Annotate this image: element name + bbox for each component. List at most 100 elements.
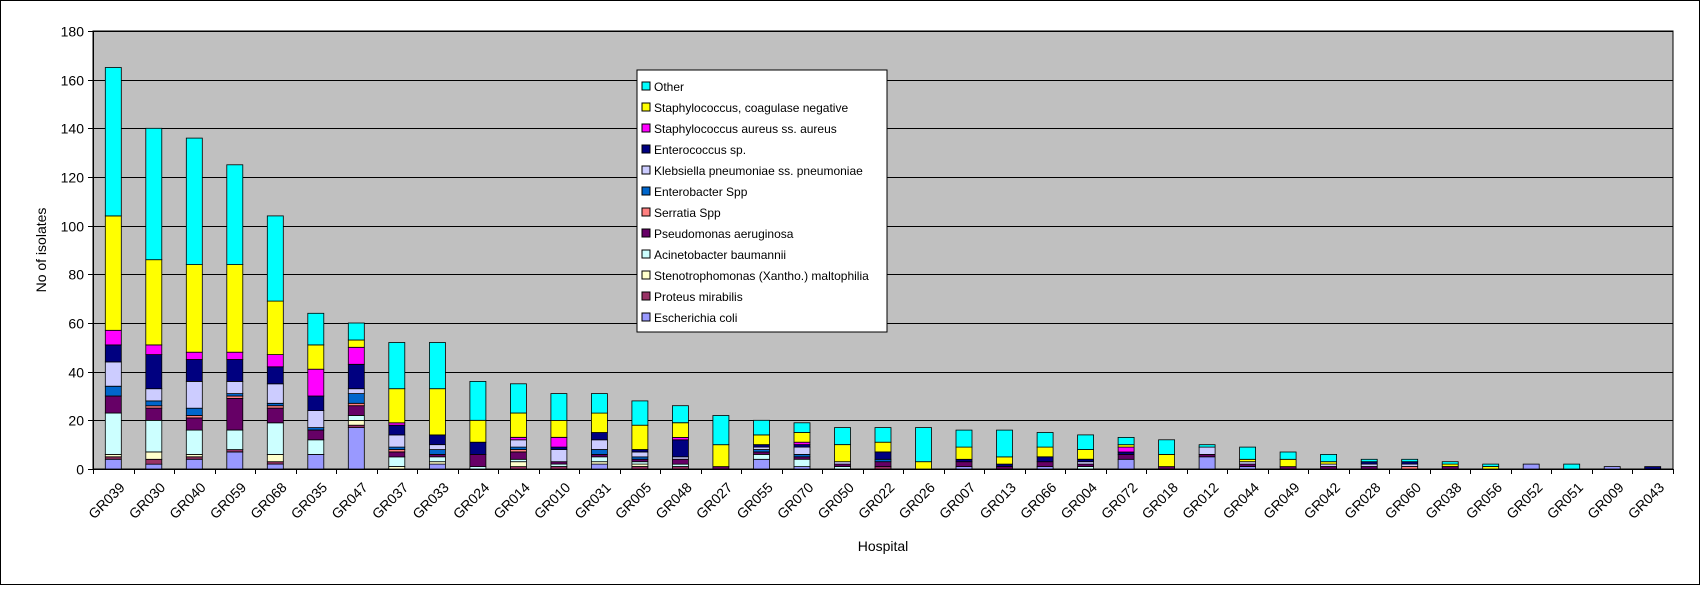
bar-segment bbox=[834, 444, 851, 463]
bar-segment bbox=[1441, 461, 1459, 465]
bar-segment bbox=[145, 407, 163, 421]
bar-segment bbox=[104, 329, 122, 346]
x-tick-label: GR059 bbox=[207, 479, 250, 522]
bar-segment bbox=[347, 405, 365, 416]
bar-segment bbox=[145, 127, 163, 261]
bar-segment bbox=[428, 388, 446, 436]
bar-segment bbox=[185, 417, 203, 431]
bar-segment bbox=[1279, 458, 1297, 467]
bar-segment bbox=[388, 388, 406, 424]
y-tick-label: 140 bbox=[61, 121, 85, 137]
x-tick-label: GR039 bbox=[85, 479, 128, 522]
x-tick-label: GR056 bbox=[1462, 479, 1505, 522]
bar-segment bbox=[185, 429, 203, 455]
bar-segment bbox=[1117, 446, 1135, 453]
bar-segment bbox=[266, 354, 284, 368]
bar-segment bbox=[631, 400, 649, 426]
bar-segment bbox=[672, 422, 689, 438]
bar-segment bbox=[591, 412, 608, 433]
bar-segment bbox=[753, 453, 770, 460]
bar-segment bbox=[145, 400, 163, 407]
bar-segment bbox=[1036, 446, 1054, 458]
legend-label: Staphylococcus aureus ss. aureus bbox=[654, 122, 837, 136]
x-tick-label: GR047 bbox=[328, 479, 371, 522]
bar-segment bbox=[104, 215, 122, 331]
x-tick-label: GR037 bbox=[369, 479, 412, 522]
bar-segment bbox=[996, 456, 1013, 465]
y-tick-label: 20 bbox=[68, 413, 84, 429]
bar-segment bbox=[266, 366, 284, 385]
bar-segment bbox=[550, 393, 568, 421]
legend-swatch bbox=[641, 291, 651, 301]
bar-segment bbox=[591, 463, 608, 470]
bar-segment bbox=[1117, 453, 1135, 460]
bar-segment bbox=[185, 380, 203, 409]
bar-segment bbox=[874, 441, 892, 453]
bar-segment bbox=[631, 458, 649, 463]
bar-segment bbox=[874, 461, 892, 468]
bar-segment bbox=[428, 342, 446, 390]
x-tick-label: GR070 bbox=[774, 479, 817, 522]
bar-segment bbox=[874, 427, 892, 443]
x-tick-label: GR018 bbox=[1138, 479, 1181, 522]
bar-segment bbox=[145, 354, 163, 390]
bar-segment bbox=[347, 346, 365, 365]
bar-segment bbox=[793, 432, 811, 443]
bar-segment bbox=[509, 412, 527, 438]
bar-segment bbox=[712, 444, 730, 468]
bar-segment bbox=[145, 463, 163, 470]
bar-segment bbox=[509, 461, 527, 468]
bar-segment bbox=[1117, 436, 1135, 446]
bar-segment bbox=[1036, 432, 1054, 448]
bar-segment bbox=[955, 446, 973, 460]
bar-segment bbox=[1117, 458, 1135, 470]
bar-segment bbox=[509, 451, 527, 460]
bar-segment bbox=[753, 434, 770, 445]
bar-segment bbox=[347, 415, 365, 421]
bar-segment bbox=[591, 456, 608, 463]
bar-segment bbox=[1401, 458, 1419, 463]
bar-segment bbox=[509, 436, 527, 441]
bar-segment bbox=[226, 380, 244, 394]
bar-segment bbox=[915, 461, 932, 470]
bar-segment bbox=[1563, 463, 1581, 470]
legend-label: Klebsiella pneumoniae ss. pneumoniae bbox=[654, 164, 863, 178]
x-tick-label: GR049 bbox=[1260, 479, 1303, 522]
x-tick-label: GR028 bbox=[1341, 479, 1384, 522]
legend-swatch bbox=[641, 123, 651, 133]
bar-segment bbox=[1077, 466, 1094, 470]
legend-label: Pseudomonas aeruginosa bbox=[654, 227, 794, 241]
bar-segment bbox=[145, 388, 163, 402]
bar-segment bbox=[388, 424, 406, 436]
bar-segment bbox=[550, 466, 568, 470]
bar-segment bbox=[1360, 466, 1378, 470]
bar-segment bbox=[1239, 446, 1256, 460]
bar-segment bbox=[185, 264, 203, 353]
x-tick-label: GR004 bbox=[1057, 479, 1100, 522]
bar-segment bbox=[1239, 466, 1256, 470]
bar-segment bbox=[185, 359, 203, 382]
legend-swatch bbox=[641, 81, 651, 91]
legend-label: Stenotrophomonas (Xantho.) maltophilia bbox=[654, 269, 869, 283]
legend-label: Serratia Spp bbox=[654, 206, 721, 220]
x-tick-label: GR033 bbox=[409, 479, 452, 522]
bar-segment bbox=[631, 451, 649, 458]
x-tick-label: GR052 bbox=[1503, 479, 1546, 522]
bar-segment bbox=[591, 432, 608, 441]
bar-segment bbox=[591, 449, 608, 455]
bar-segment bbox=[347, 388, 365, 395]
x-tick-label: GR014 bbox=[490, 479, 533, 522]
bar-segment bbox=[428, 449, 446, 455]
x-tick-label: GR030 bbox=[126, 479, 169, 522]
legend-label: Proteus mirabilis bbox=[654, 290, 743, 304]
bar-segment bbox=[631, 424, 649, 450]
bar-segment bbox=[226, 429, 244, 451]
x-tick-label: GR031 bbox=[571, 479, 614, 522]
bar-segment bbox=[469, 419, 487, 443]
x-tick-label: GR013 bbox=[976, 479, 1019, 522]
y-tick-label: 0 bbox=[76, 462, 84, 478]
bar-segment bbox=[509, 383, 527, 414]
bar-segment bbox=[428, 456, 446, 463]
bar-segment bbox=[307, 344, 325, 370]
